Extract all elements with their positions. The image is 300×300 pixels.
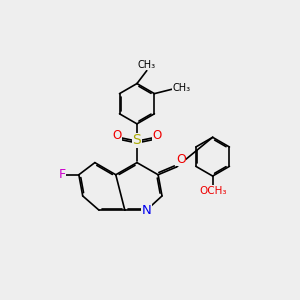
- Text: CH₃: CH₃: [138, 60, 156, 70]
- Text: O: O: [176, 153, 186, 166]
- Text: N: N: [142, 204, 152, 217]
- Text: O: O: [112, 130, 122, 142]
- Text: O: O: [152, 130, 162, 142]
- Text: CH₃: CH₃: [172, 83, 190, 93]
- Text: OCH₃: OCH₃: [199, 186, 226, 196]
- Text: S: S: [133, 134, 141, 147]
- Text: F: F: [58, 168, 66, 181]
